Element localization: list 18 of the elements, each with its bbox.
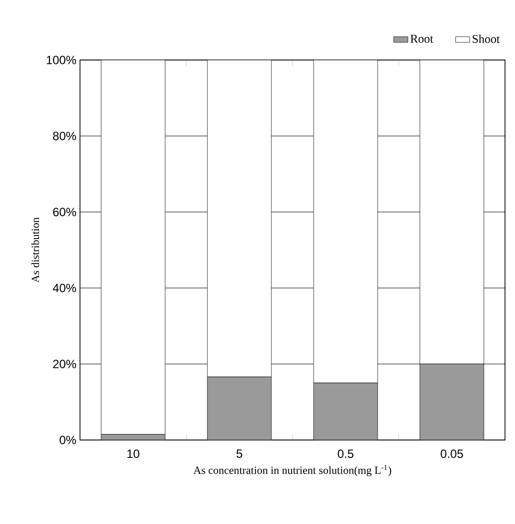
bar bbox=[207, 376, 272, 440]
legend-label: Root bbox=[410, 34, 434, 43]
x-tick-label: 0.5 bbox=[338, 450, 354, 458]
x-axis-title: As concentration in nutrient solution(mg L$^{-1}$) bbox=[193, 464, 392, 476]
x-tick-label: 10 bbox=[127, 450, 140, 458]
y-axis-title: As distribution bbox=[31, 217, 40, 283]
bar bbox=[313, 382, 378, 440]
y-tick-label: 100% bbox=[46, 56, 76, 64]
y-tick-label: 80% bbox=[53, 132, 76, 140]
series-label: Shoot bbox=[472, 34, 500, 44]
bar bbox=[420, 364, 484, 440]
y-tick-label: 60% bbox=[53, 208, 76, 216]
x-tick-label: 0.05 bbox=[440, 450, 464, 458]
bar bbox=[420, 60, 484, 364]
x-tick-label: 5 bbox=[236, 450, 242, 458]
y-tick-label: 20% bbox=[53, 360, 76, 368]
y-tick-label: 0% bbox=[60, 436, 76, 444]
y-tick-label: 40% bbox=[52, 284, 76, 292]
